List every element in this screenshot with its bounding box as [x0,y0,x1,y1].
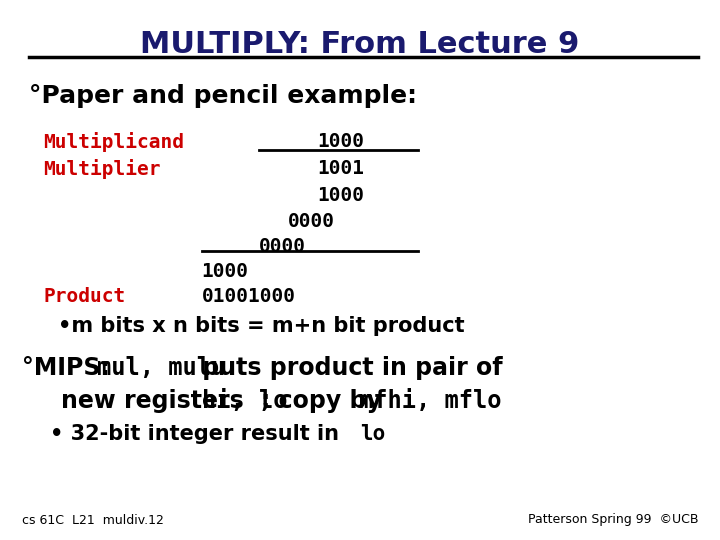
Text: Multiplicand: Multiplicand [43,132,184,152]
Text: hi, lo: hi, lo [202,389,287,413]
Text: 1001: 1001 [317,159,364,178]
Text: •m bits x n bits = m+n bit product: •m bits x n bits = m+n bit product [58,316,464,336]
Text: 0000: 0000 [259,237,306,255]
Text: 0000: 0000 [288,212,335,231]
Text: °MIPS:: °MIPS: [22,356,118,380]
Text: 01001000: 01001000 [202,287,296,306]
Text: 1000: 1000 [202,262,248,281]
Text: Product: Product [43,287,125,306]
Text: 1000: 1000 [317,186,364,205]
Text: cs 61C  L21  muldiv.12: cs 61C L21 muldiv.12 [22,514,163,526]
Text: • 32-bit integer result in: • 32-bit integer result in [50,424,346,444]
Text: lo: lo [360,424,385,444]
Text: new registers: new registers [61,389,252,413]
Text: mul, mulu: mul, mulu [97,356,225,380]
Text: MULTIPLY: From Lecture 9: MULTIPLY: From Lecture 9 [140,30,580,59]
Text: mfhi, mflo: mfhi, mflo [359,389,501,413]
Text: Multiplier: Multiplier [43,159,161,179]
Text: puts product in pair of: puts product in pair of [194,356,503,380]
Text: ; copy by: ; copy by [261,389,390,413]
Text: Patterson Spring 99  ©UCB: Patterson Spring 99 ©UCB [528,514,698,526]
Text: °Paper and pencil example:: °Paper and pencil example: [29,84,417,107]
Text: 1000: 1000 [317,132,364,151]
